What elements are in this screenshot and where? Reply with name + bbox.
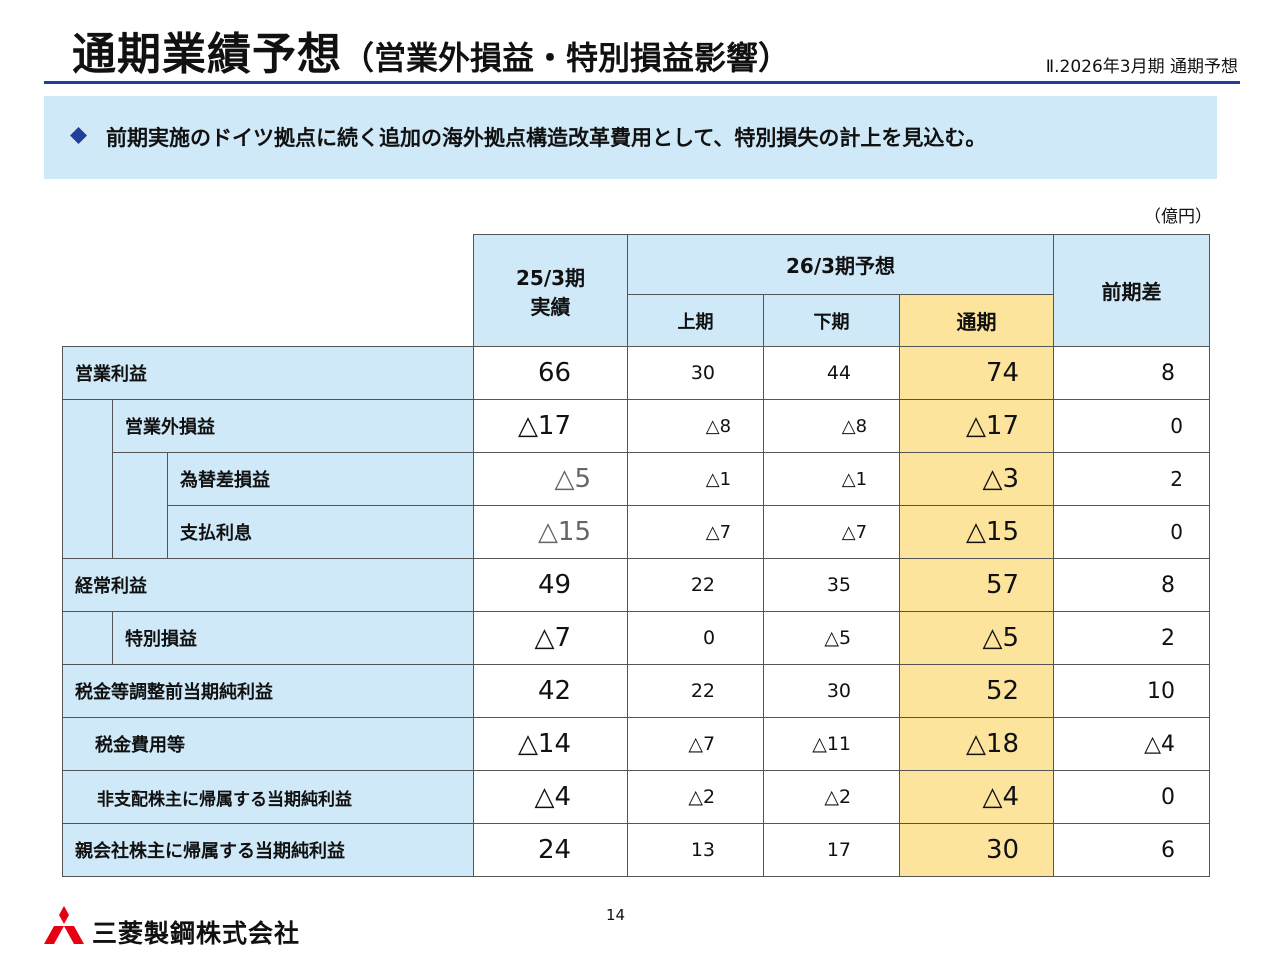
full-year-value: △15 (899, 505, 1055, 559)
h2-value: △8 (763, 399, 901, 453)
h2-value: △2 (763, 770, 901, 824)
diamond-icon (70, 127, 87, 144)
h1-value: 30 (627, 346, 765, 400)
indent-cell (62, 399, 113, 559)
h2-value: 17 (763, 823, 901, 877)
unit-label: （億円） (1144, 207, 1212, 227)
prev-value: 42 (473, 664, 629, 718)
table-row: 為替差損益 △5 △1 △1 △3 2 (63, 452, 1211, 559)
header-h2: 下期 (763, 294, 901, 347)
diff-value: 8 (1053, 346, 1211, 400)
header-full-year: 通期 (899, 294, 1055, 347)
forecast-table: 25/3期 実績 26/3期予想 前期差 上期 下期 通期 営業利益 66 30 … (61, 234, 1211, 877)
prev-value: △14 (473, 717, 629, 771)
full-year-value: 52 (899, 664, 1055, 718)
header-prev-year: 25/3期 実績 (473, 234, 629, 347)
full-year-value: 57 (899, 558, 1055, 612)
row-label: 支払利息 (166, 505, 475, 559)
diff-value: 0 (1053, 505, 1211, 559)
section-label: Ⅱ.2026年3月期 通期予想 (1045, 57, 1238, 77)
row-label: 特別損益 (111, 611, 475, 665)
page-number: 14 (606, 906, 626, 924)
indent-cell (112, 452, 168, 559)
h2-value: 44 (763, 346, 901, 400)
table-row: 営業利益 66 30 44 74 8 (61, 346, 1211, 400)
diff-value: 2 (1053, 452, 1211, 506)
h2-value: △5 (763, 611, 901, 665)
company-logo: 三菱製鋼株式会社 (42, 905, 342, 949)
prev-value: △7 (473, 611, 629, 665)
prev-value: 24 (473, 823, 629, 877)
h2-value: 30 (763, 664, 901, 718)
summary-text: 前期実施のドイツ拠点に続く追加の海外拠点構造改革費用として、特別損失の計上を見込… (106, 126, 987, 150)
company-name: 三菱製鋼株式会社 (92, 919, 301, 948)
row-label: 営業利益 (61, 346, 475, 400)
h1-value: △2 (627, 770, 765, 824)
full-year-value: △18 (899, 717, 1055, 771)
three-diamonds-logo-icon (44, 906, 84, 944)
prev-value: △15 (473, 505, 629, 559)
table-row: 親会社株主に帰属する当期純利益 24 13 17 30 6 (61, 823, 1211, 877)
row-label: 税金等調整前当期純利益 (61, 664, 475, 718)
page-title: 通期業績予想（営業外損益・特別損益影響） (72, 29, 791, 80)
diff-value: 10 (1053, 664, 1211, 718)
table-row: 税金費用等 △14 △7 △11 △18 △4 (61, 717, 1211, 771)
table-row: 営業外損益 △17 △8 △8 △17 0 (62, 399, 1211, 559)
title-divider (44, 81, 1240, 84)
header-h1: 上期 (627, 294, 765, 347)
h1-value: △1 (627, 452, 765, 506)
diff-value: 6 (1053, 823, 1211, 877)
h2-value: △11 (763, 717, 901, 771)
full-year-value: 74 (899, 346, 1055, 400)
full-year-value: 30 (899, 823, 1055, 877)
prev-value: △17 (473, 399, 629, 453)
table-row: 非支配株主に帰属する当期純利益 △4 △2 △2 △4 0 (61, 770, 1211, 824)
indent-cell (62, 611, 113, 665)
h1-value: 13 (627, 823, 765, 877)
row-label: 非支配株主に帰属する当期純利益 (61, 770, 475, 824)
full-year-value: △4 (899, 770, 1055, 824)
row-label: 為替差損益 (166, 452, 475, 506)
header-diff: 前期差 (1053, 234, 1211, 347)
table-row: 支払利息 △15 △7 △7 △15 0 (63, 505, 1211, 559)
prev-value: 49 (473, 558, 629, 612)
prev-value: 66 (473, 346, 629, 400)
h1-value: △8 (627, 399, 765, 453)
h2-value: 35 (763, 558, 901, 612)
diff-value: 0 (1053, 770, 1211, 824)
page-title-sub: （営業外損益・特別損益影響） (342, 39, 791, 77)
table-row: 税金等調整前当期純利益 42 22 30 52 10 (61, 664, 1211, 718)
full-year-value: △3 (899, 452, 1055, 506)
table-row: 特別損益 △7 0 △5 △5 2 (62, 611, 1211, 665)
diff-value: 0 (1053, 399, 1211, 453)
table-corner (63, 235, 474, 347)
diff-value: 8 (1053, 558, 1211, 612)
diff-value: △4 (1053, 717, 1211, 771)
h1-value: 22 (627, 558, 765, 612)
summary-banner: 前期実施のドイツ拠点に続く追加の海外拠点構造改革費用として、特別損失の計上を見込… (44, 96, 1217, 179)
h1-value: 0 (627, 611, 765, 665)
prev-value: △5 (473, 452, 629, 506)
h1-value: △7 (627, 717, 765, 771)
h1-value: △7 (627, 505, 765, 559)
h1-value: 22 (627, 664, 765, 718)
h2-value: △1 (763, 452, 901, 506)
header-forecast: 26/3期予想 (627, 234, 1055, 295)
row-label: 経常利益 (61, 558, 475, 612)
row-label: 営業外損益 (111, 399, 475, 453)
h2-value: △7 (763, 505, 901, 559)
table-row: 経常利益 49 22 35 57 8 (61, 558, 1211, 612)
prev-value: △4 (473, 770, 629, 824)
diff-value: 2 (1053, 611, 1211, 665)
full-year-value: △5 (899, 611, 1055, 665)
row-label: 税金費用等 (61, 717, 475, 771)
row-label: 親会社株主に帰属する当期純利益 (61, 823, 475, 877)
full-year-value: △17 (899, 399, 1055, 453)
